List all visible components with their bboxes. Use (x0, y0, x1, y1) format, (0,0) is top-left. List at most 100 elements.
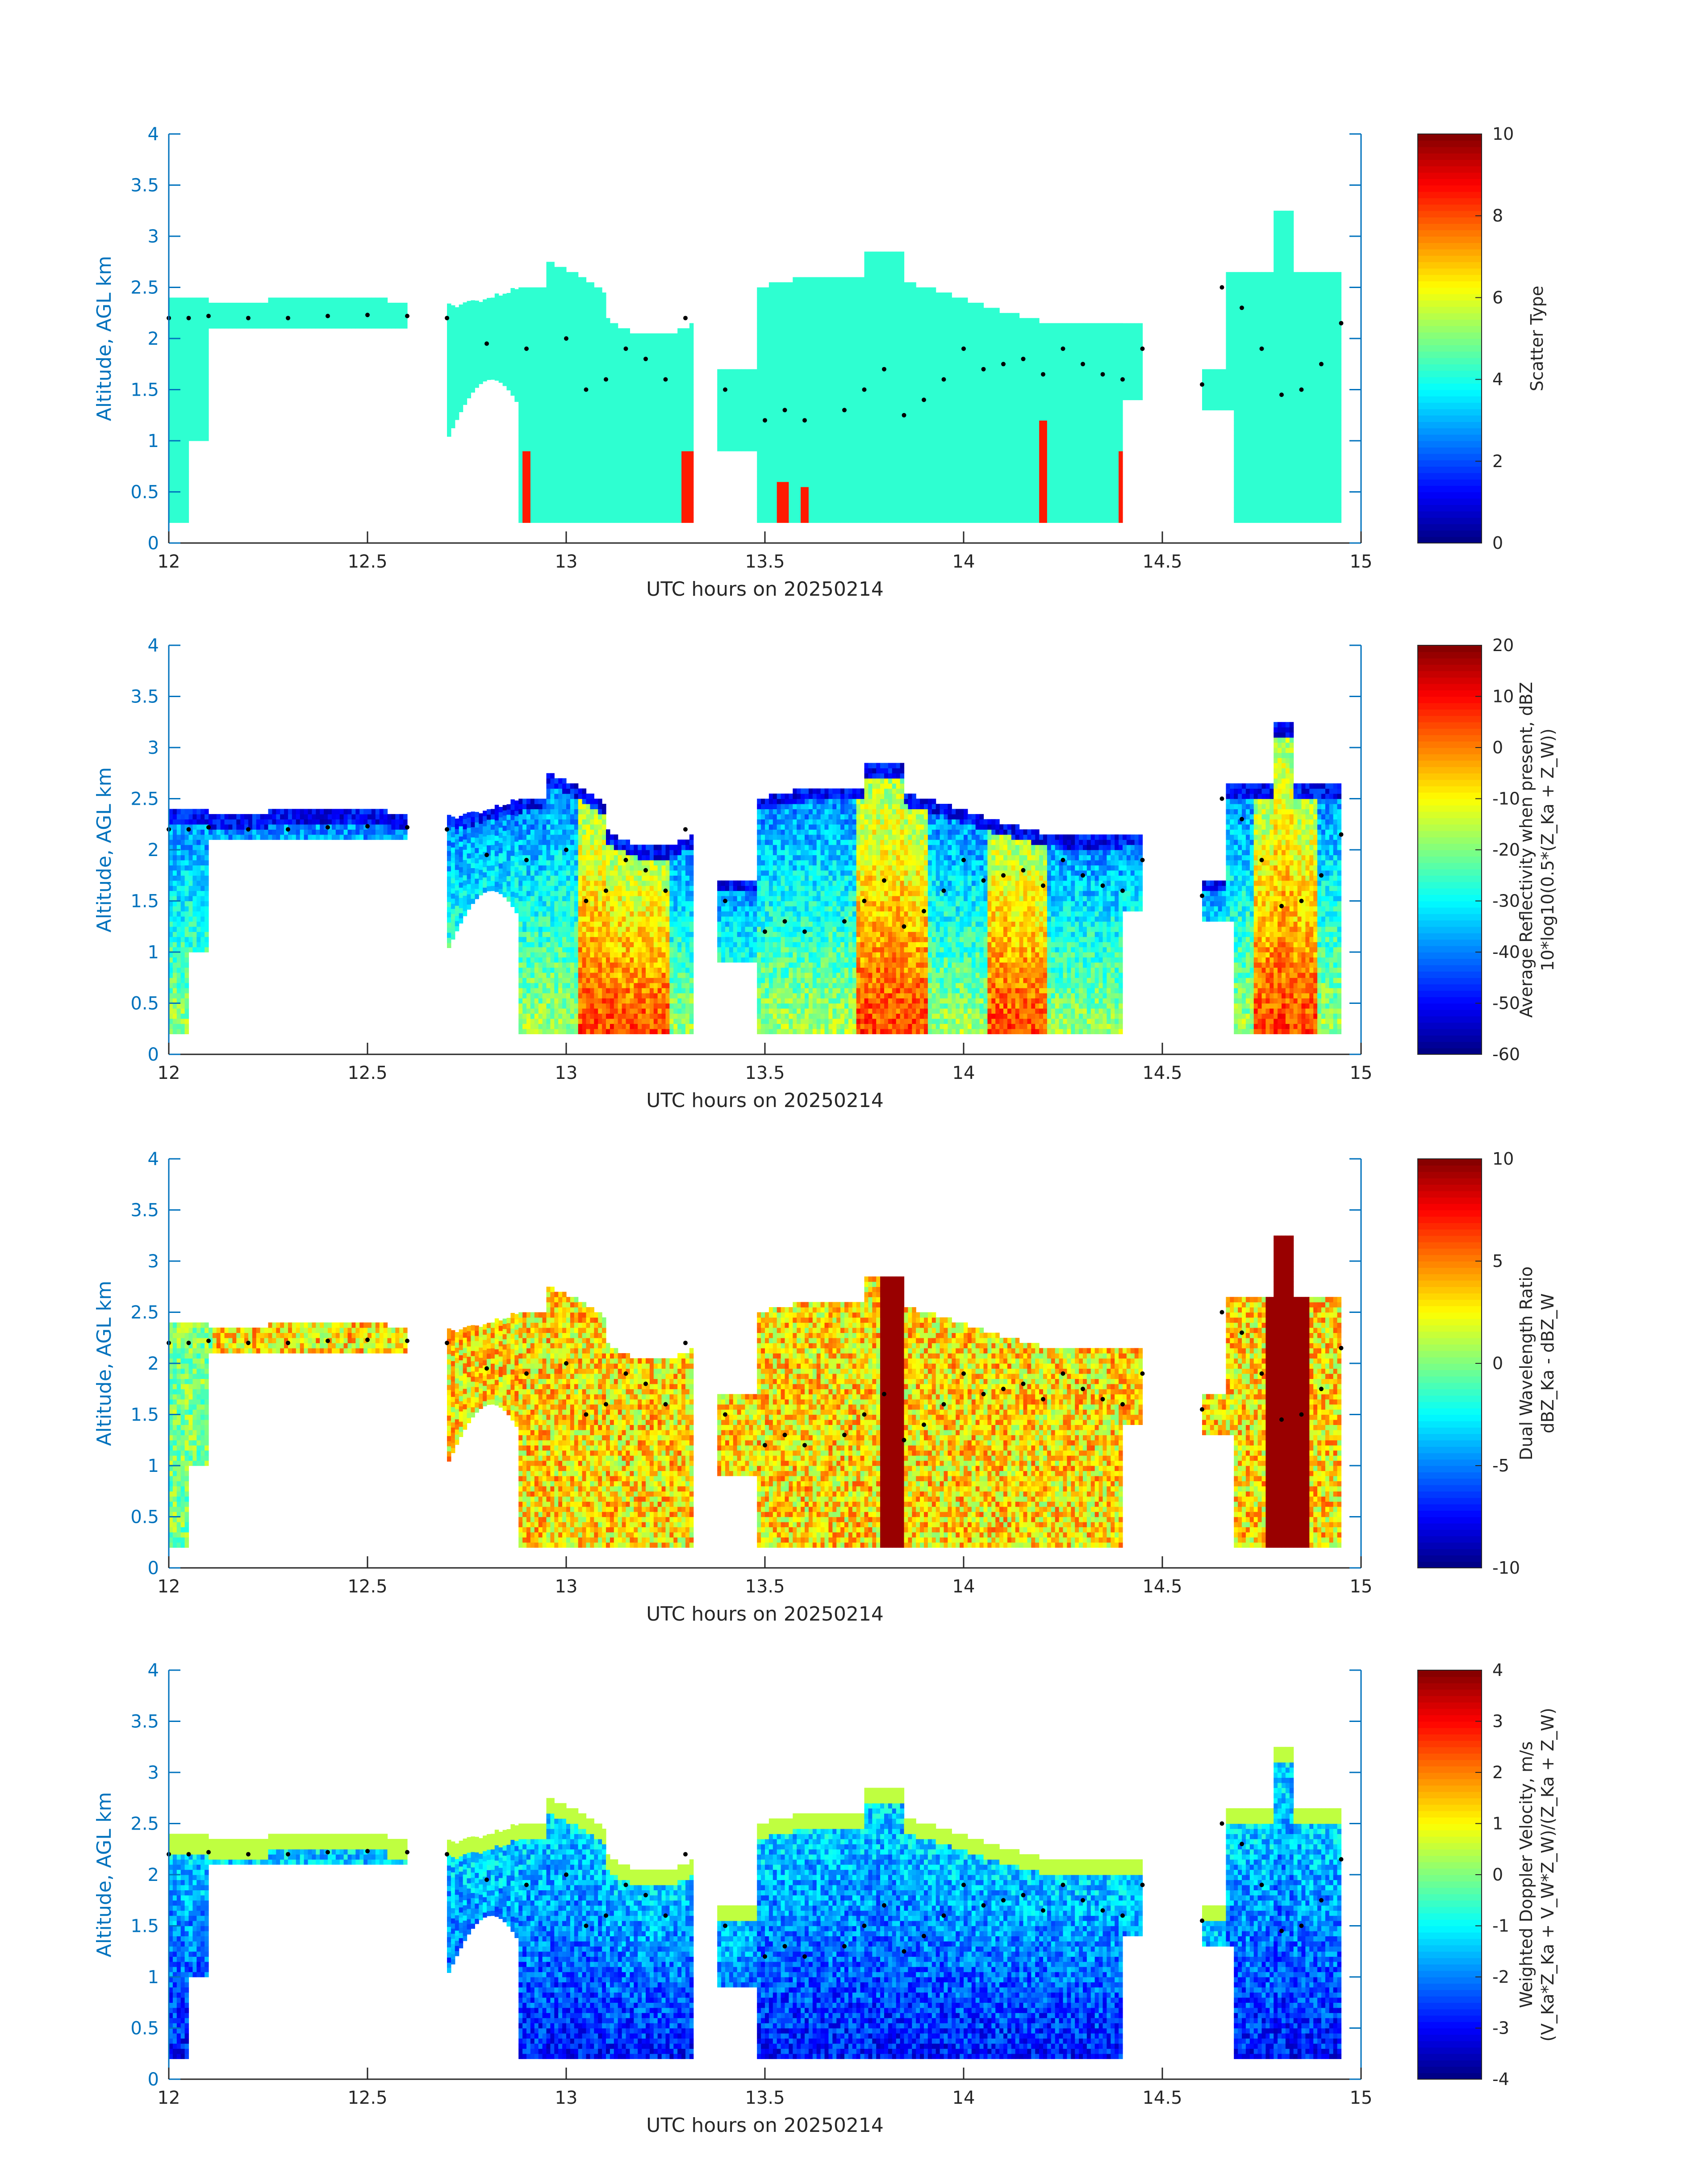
heatmap-cell (566, 400, 571, 405)
heatmap-cell (626, 476, 630, 482)
heatmap-cell (188, 374, 193, 380)
heatmap-cell (856, 328, 861, 334)
heatmap-cell (749, 435, 753, 441)
heatmap-cell (836, 487, 841, 493)
heatmap-cell (689, 405, 694, 410)
heatmap-cell (745, 369, 749, 375)
heatmap-cell (642, 394, 646, 400)
heatmap-cell (606, 487, 610, 493)
heatmap-cell (805, 343, 809, 349)
heatmap-cell (475, 331, 479, 337)
heatmap-cell (653, 435, 658, 441)
heatmap-cell (582, 287, 587, 293)
heatmap-cell (602, 348, 606, 354)
heatmap-cell (840, 456, 845, 462)
heatmap-cell (781, 302, 785, 308)
heatmap-cell (761, 410, 765, 416)
heatmap-cell (777, 451, 781, 456)
heatmap-cell (681, 389, 686, 395)
heatmap-cell (753, 430, 757, 436)
heatmap-cell (172, 517, 177, 523)
heatmap-cell (757, 287, 761, 293)
heatmap-cell (630, 389, 634, 395)
heatmap-cell (634, 405, 638, 410)
heatmap-cell (610, 512, 614, 518)
heatmap-cell (844, 364, 849, 370)
heatmap-cell (685, 481, 690, 487)
heatmap-cell (634, 420, 638, 426)
heatmap-cell (852, 502, 857, 508)
heatmap-cell (566, 466, 571, 472)
heatmap-cell (816, 333, 821, 339)
heatmap-cell (586, 512, 590, 518)
heatmap-cell (757, 410, 761, 416)
heatmap-cell (490, 354, 495, 359)
heatmap-cell (562, 338, 567, 344)
heatmap-cell (602, 517, 606, 523)
heatmap-cell (172, 512, 177, 518)
heatmap-cell (172, 348, 177, 354)
heatmap-cell (888, 364, 893, 370)
heatmap-cell (184, 441, 189, 447)
heatmap-cell (908, 287, 912, 293)
heatmap-cell (646, 497, 650, 503)
heatmap-cell (797, 308, 801, 313)
heatmap-cell (884, 507, 889, 513)
heatmap-cell (594, 323, 598, 329)
heatmap-cell (912, 451, 916, 456)
heatmap-cell (912, 456, 916, 462)
heatmap-cell (768, 481, 773, 487)
heatmap-cell (669, 369, 674, 375)
heatmap-cell (602, 446, 606, 451)
heatmap-cell (836, 338, 841, 344)
heatmap-cell (200, 308, 205, 313)
heatmap-cell (634, 425, 638, 431)
heatmap-cell (487, 369, 491, 375)
heatmap-cell (761, 487, 765, 493)
heatmap-cell (868, 277, 873, 283)
heatmap-cell (288, 297, 292, 303)
heatmap-cell (467, 362, 471, 368)
heatmap-cell (649, 425, 654, 431)
heatmap-cell (805, 379, 809, 385)
heatmap-cell (689, 425, 694, 431)
heatmap-cell (904, 471, 908, 477)
heatmap-cell (757, 517, 761, 523)
heatmap-cell (455, 312, 459, 318)
heatmap-cell (820, 323, 825, 329)
heatmap-cell (812, 466, 817, 472)
heatmap-cell (566, 313, 571, 318)
heatmap-cell (554, 384, 559, 390)
heatmap-cell (487, 364, 491, 370)
heatmap-cell (844, 456, 849, 462)
heatmap-cell (618, 461, 622, 467)
heatmap-cell (793, 394, 797, 400)
heatmap-cell (184, 379, 189, 385)
heatmap-cell (840, 476, 845, 482)
heatmap-cell (518, 492, 523, 497)
heatmap-cell (729, 400, 734, 405)
heatmap-cell (558, 277, 563, 283)
heatmap-cell (852, 476, 857, 482)
heatmap-cell (300, 297, 305, 303)
heatmap-cell (745, 405, 749, 410)
heatmap-cell (892, 297, 897, 303)
heatmap-cell (304, 313, 309, 318)
heatmap-cell (781, 466, 785, 472)
heatmap-cell (558, 282, 563, 288)
heatmap-cell (896, 338, 901, 344)
heatmap-cell (574, 517, 579, 523)
heatmap-cell (172, 394, 177, 400)
heatmap-cell (665, 517, 670, 523)
heatmap-cell (578, 277, 583, 283)
heatmap-cell (661, 507, 666, 513)
heatmap-cell (892, 492, 897, 497)
heatmap-cell (506, 385, 511, 391)
heatmap-cell (848, 394, 853, 400)
heatmap-cell (812, 517, 817, 523)
heatmap-cell (534, 354, 539, 359)
heatmap-cell (768, 343, 773, 349)
heatmap-cell (649, 389, 654, 395)
heatmap-cell (653, 512, 658, 518)
heatmap-cell (558, 492, 563, 497)
